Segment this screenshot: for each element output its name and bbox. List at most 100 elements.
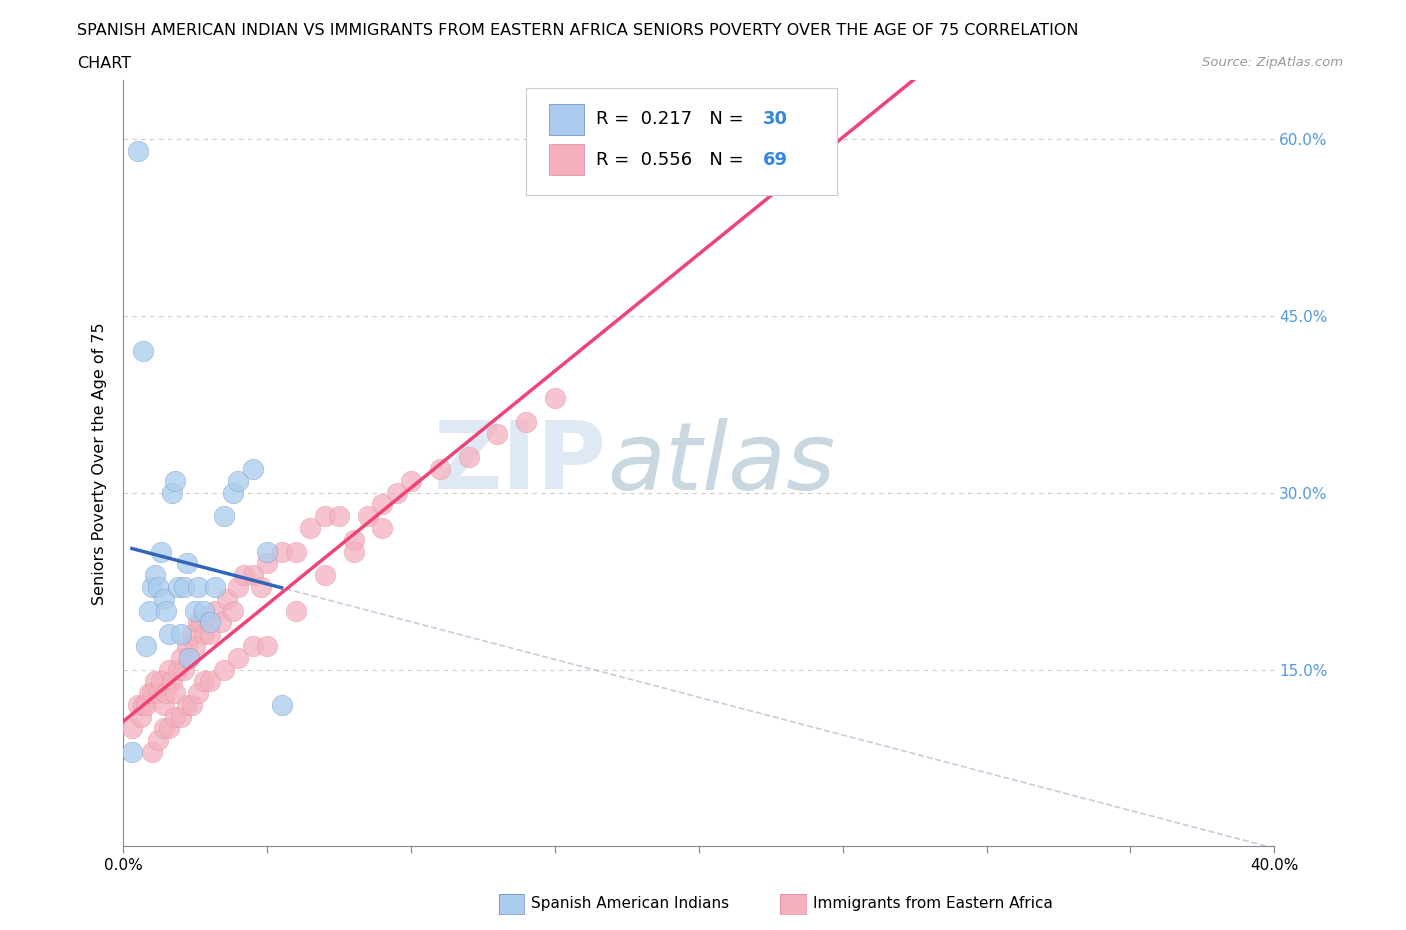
Point bbox=[132, 344, 155, 359]
Point bbox=[212, 509, 235, 524]
Point bbox=[160, 674, 183, 689]
Point bbox=[179, 650, 201, 665]
Point bbox=[457, 450, 479, 465]
Point bbox=[190, 615, 212, 630]
Point bbox=[399, 473, 422, 488]
Point bbox=[129, 710, 152, 724]
Point bbox=[165, 473, 187, 488]
Point bbox=[209, 615, 232, 630]
Point bbox=[184, 604, 207, 618]
Point bbox=[138, 604, 160, 618]
Text: SPANISH AMERICAN INDIAN VS IMMIGRANTS FROM EASTERN AFRICA SENIORS POVERTY OVER T: SPANISH AMERICAN INDIAN VS IMMIGRANTS FR… bbox=[77, 23, 1078, 38]
Point bbox=[176, 639, 198, 654]
Point bbox=[170, 650, 193, 665]
Point bbox=[149, 544, 172, 559]
Point bbox=[141, 745, 163, 760]
Text: Immigrants from Eastern Africa: Immigrants from Eastern Africa bbox=[813, 897, 1053, 911]
Point bbox=[284, 544, 307, 559]
Text: 69: 69 bbox=[763, 151, 789, 168]
Point bbox=[314, 568, 336, 583]
Point bbox=[138, 685, 160, 700]
Text: Source: ZipAtlas.com: Source: ZipAtlas.com bbox=[1202, 56, 1343, 69]
Point bbox=[371, 521, 394, 536]
Y-axis label: Seniors Poverty Over the Age of 75: Seniors Poverty Over the Age of 75 bbox=[93, 322, 107, 604]
Point bbox=[181, 698, 204, 712]
Point bbox=[242, 461, 264, 476]
Point bbox=[176, 698, 198, 712]
Point bbox=[173, 662, 195, 677]
Point bbox=[250, 579, 273, 594]
Point bbox=[141, 579, 163, 594]
Point bbox=[357, 509, 380, 524]
Point bbox=[146, 579, 169, 594]
Point bbox=[204, 579, 226, 594]
Point bbox=[127, 143, 149, 158]
Point bbox=[167, 662, 190, 677]
Point bbox=[167, 579, 190, 594]
Point bbox=[121, 745, 143, 760]
Point bbox=[544, 391, 567, 405]
Point bbox=[170, 710, 193, 724]
Point bbox=[228, 579, 250, 594]
Point bbox=[342, 532, 364, 547]
Point bbox=[486, 426, 509, 441]
Text: ZIP: ZIP bbox=[434, 418, 607, 510]
Point bbox=[193, 627, 215, 642]
Point bbox=[141, 685, 163, 700]
Point bbox=[135, 698, 157, 712]
Point bbox=[284, 604, 307, 618]
Point bbox=[160, 485, 183, 500]
Text: atlas: atlas bbox=[607, 418, 835, 509]
Point bbox=[198, 674, 221, 689]
Text: 30: 30 bbox=[763, 110, 789, 128]
Point bbox=[256, 556, 278, 571]
Point bbox=[165, 710, 187, 724]
Point bbox=[165, 685, 187, 700]
Point bbox=[193, 604, 215, 618]
Point bbox=[270, 698, 292, 712]
Point bbox=[385, 485, 408, 500]
Point bbox=[146, 733, 169, 748]
Point bbox=[221, 485, 243, 500]
Point bbox=[515, 415, 537, 430]
Point bbox=[204, 604, 226, 618]
Point bbox=[157, 721, 180, 736]
Point bbox=[121, 721, 143, 736]
Point bbox=[179, 650, 201, 665]
Point bbox=[135, 639, 157, 654]
Point bbox=[181, 627, 204, 642]
Point bbox=[299, 521, 322, 536]
FancyBboxPatch shape bbox=[526, 87, 837, 195]
Point bbox=[143, 568, 166, 583]
Text: R =  0.217   N =: R = 0.217 N = bbox=[596, 110, 749, 128]
Point bbox=[256, 544, 278, 559]
Point bbox=[242, 568, 264, 583]
Point bbox=[270, 544, 292, 559]
Point bbox=[328, 509, 350, 524]
Point bbox=[127, 698, 149, 712]
Point bbox=[221, 604, 243, 618]
Point bbox=[228, 473, 250, 488]
Point bbox=[215, 591, 238, 606]
Point bbox=[152, 721, 174, 736]
Point bbox=[193, 674, 215, 689]
Point bbox=[187, 685, 209, 700]
Point bbox=[152, 591, 174, 606]
Point bbox=[157, 662, 180, 677]
Point bbox=[228, 650, 250, 665]
Text: Spanish American Indians: Spanish American Indians bbox=[531, 897, 730, 911]
Point bbox=[342, 544, 364, 559]
Point bbox=[187, 615, 209, 630]
Point bbox=[170, 627, 193, 642]
Point bbox=[187, 579, 209, 594]
FancyBboxPatch shape bbox=[550, 104, 583, 135]
Point bbox=[371, 497, 394, 512]
Text: R =  0.556   N =: R = 0.556 N = bbox=[596, 151, 749, 168]
Point bbox=[143, 674, 166, 689]
Point bbox=[155, 685, 177, 700]
Point bbox=[152, 698, 174, 712]
Point bbox=[146, 685, 169, 700]
Point bbox=[157, 627, 180, 642]
Text: CHART: CHART bbox=[77, 56, 131, 71]
Point bbox=[198, 615, 221, 630]
